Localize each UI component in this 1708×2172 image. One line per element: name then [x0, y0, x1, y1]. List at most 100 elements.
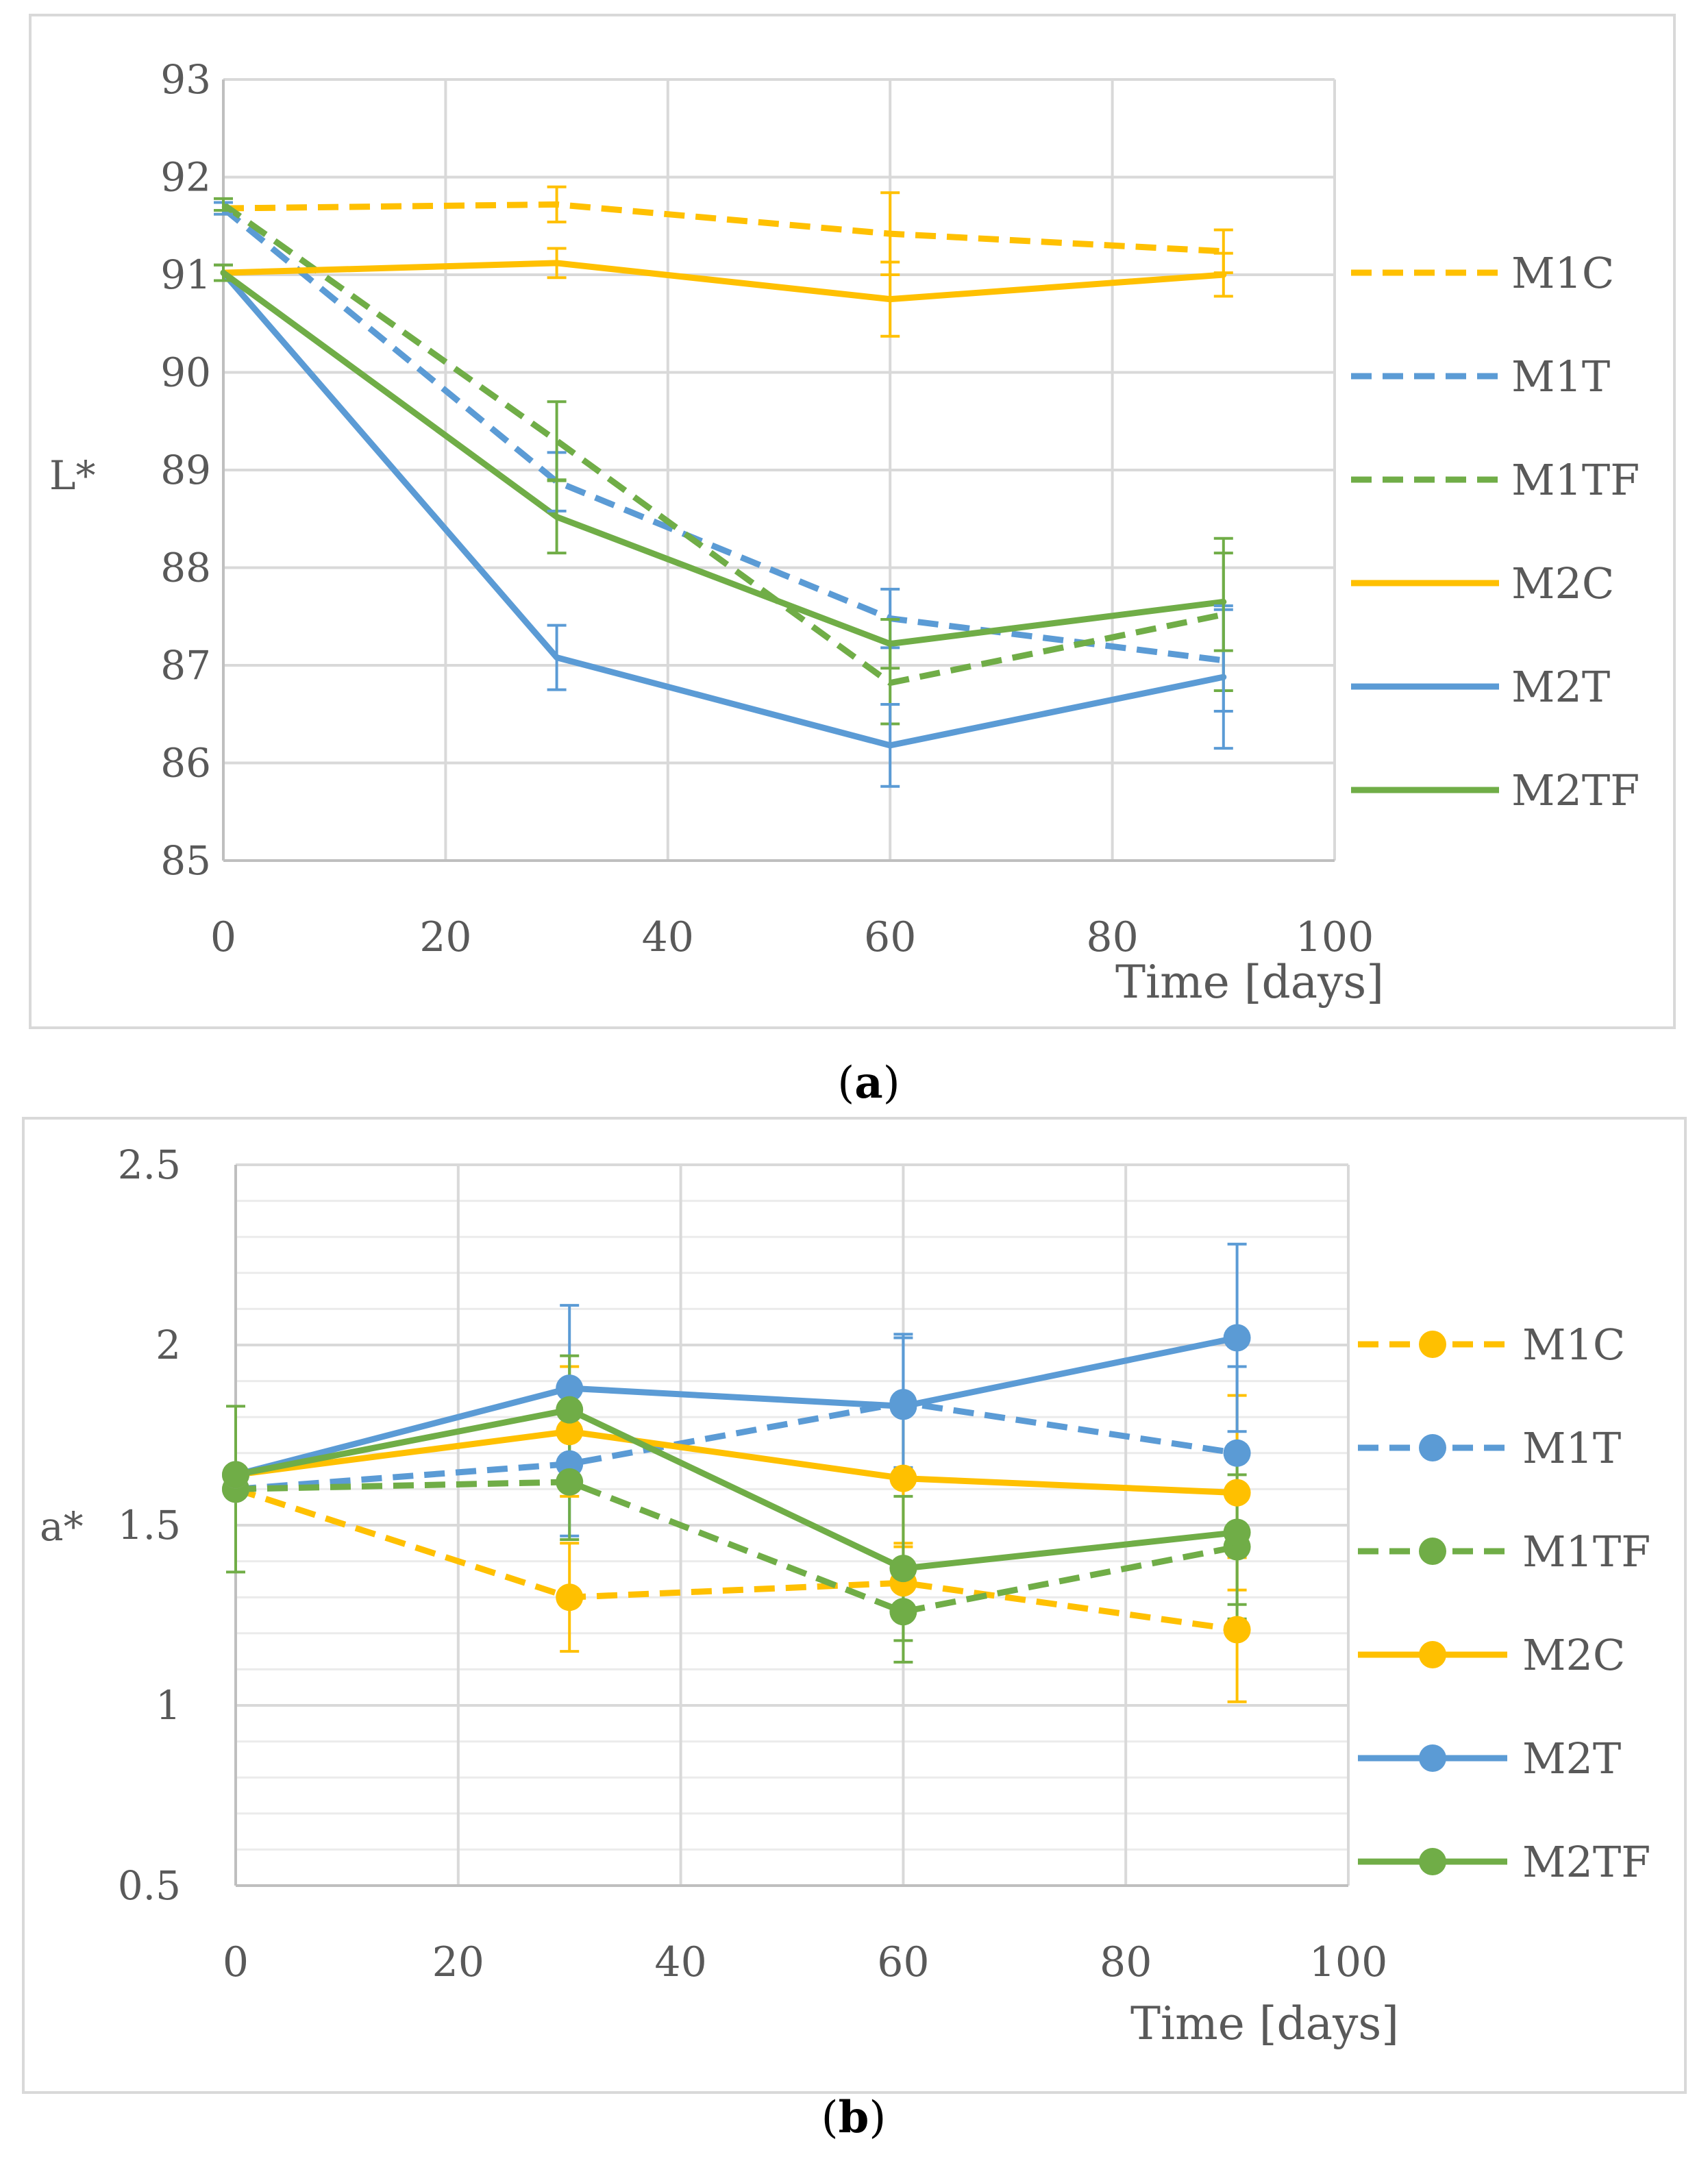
data-point-m1tf	[556, 1468, 584, 1496]
y-tick-label: 1.5	[118, 1502, 181, 1548]
panel-b-gridlines	[236, 1163, 1350, 1886]
legend-label: M1T	[1511, 351, 1610, 402]
panel-a-y-axis-title: L*	[49, 452, 96, 499]
panel-b-legend: M1C M1T M1TF M2C M2T M2TF	[1358, 1320, 1650, 1887]
data-point-m1c	[1223, 1616, 1251, 1644]
data-point-m1c	[556, 1583, 584, 1612]
legend-entry-m2t: M2T	[1351, 662, 1610, 712]
y-tick-label: 2	[156, 1322, 181, 1368]
series-line-m1c	[223, 201, 1224, 255]
x-tick-label: 80	[1100, 1938, 1152, 1986]
y-tick-label: 1	[156, 1682, 181, 1729]
legend-entry-m2c: M2C	[1358, 1630, 1625, 1680]
series-line-m2c	[232, 1428, 1241, 1496]
data-point-m2tf	[889, 1555, 917, 1583]
x-tick-label: 60	[864, 913, 916, 961]
data-point-m1t	[1223, 1439, 1251, 1467]
data-point-m2t	[1223, 1324, 1251, 1352]
x-tick-label: 40	[654, 1938, 706, 1986]
legend-label: M2TF	[1511, 765, 1639, 815]
panel-b-y-tick-labels: 0.5 1 1.5 2 2.5	[118, 1141, 181, 1909]
series-line-m2tf	[232, 1407, 1241, 1572]
legend-marker	[1419, 1331, 1446, 1358]
panel-a-y-tick-labels: 85 86 87 88 89 90 91 92 93	[160, 56, 211, 884]
legend-label: M1C	[1511, 248, 1614, 298]
error-bar-m2tf	[880, 618, 900, 670]
data-point-m2c	[1223, 1479, 1251, 1507]
y-tick-label: 85	[160, 837, 211, 884]
x-tick-label: 60	[877, 1938, 929, 1986]
legend-label: M2C	[1511, 558, 1614, 608]
legend-label: M2T	[1511, 662, 1610, 712]
y-tick-label: 92	[160, 154, 211, 201]
legend-entry-m1tf: M1TF	[1351, 455, 1639, 505]
y-tick-label: 93	[160, 56, 211, 103]
series-line-m1t	[235, 1399, 1238, 1492]
legend-label: M1TF	[1511, 455, 1639, 505]
x-tick-label: 40	[642, 913, 694, 961]
x-tick-label: 20	[419, 913, 471, 961]
legend-entry-m1c: M1C	[1358, 1320, 1625, 1370]
legend-marker	[1419, 1744, 1446, 1772]
series-line-m1tf	[221, 201, 1224, 687]
legend-label: M1C	[1522, 1320, 1625, 1370]
error-bar-m1c	[547, 185, 567, 224]
series-line-m1c	[234, 1486, 1238, 1633]
panel-a-x-axis-title: Time [days]	[1115, 956, 1384, 1009]
panel-b-caption: (b)	[821, 2092, 887, 2143]
legend-label: M1TF	[1522, 1527, 1650, 1577]
data-point-m2t	[556, 1374, 584, 1403]
panel-a-legend: M1C M1T M1TF M2C M2T M2TF	[1351, 248, 1639, 815]
y-tick-label: 90	[160, 349, 211, 396]
legend-marker	[1419, 1641, 1446, 1668]
error-bar-m2t	[547, 624, 567, 691]
data-point-m2c	[889, 1464, 917, 1492]
x-tick-label: 100	[1296, 913, 1374, 961]
y-tick-label: 89	[160, 447, 211, 493]
y-tick-label: 88	[160, 545, 211, 591]
error-bar-m2t	[880, 703, 900, 788]
legend-entry-m1c: M1C	[1351, 248, 1614, 298]
series-line-m1t	[221, 206, 1224, 664]
series-line-m2c	[220, 260, 1227, 303]
panel-b-x-tick-labels: 0 20 40 60 80 100	[223, 1938, 1387, 1986]
x-tick-label: 80	[1086, 913, 1138, 961]
panel-a-x-tick-labels: 0 20 40 60 80 100	[210, 913, 1374, 961]
series-line-m2t	[232, 1334, 1241, 1478]
data-point-m2t	[889, 1392, 917, 1420]
panel-b-y-axis-title: a*	[40, 1503, 84, 1550]
x-tick-label: 0	[223, 1938, 249, 1986]
legend-entry-m2tf: M2TF	[1358, 1837, 1650, 1887]
error-bar-m2tf	[547, 479, 567, 555]
y-tick-label: 2.5	[118, 1141, 181, 1188]
series-line-m2tf	[220, 269, 1227, 647]
legend-label: M2TF	[1522, 1837, 1650, 1887]
x-tick-label: 20	[432, 1938, 484, 1986]
error-bar-m2c	[547, 247, 567, 280]
series-line-m2t	[220, 269, 1227, 749]
error-bar-m2c	[880, 260, 900, 338]
data-point-m1tf	[889, 1598, 917, 1626]
data-point-m2tf	[556, 1396, 584, 1424]
legend-entry-m2c: M2C	[1351, 558, 1614, 608]
panel-a-frame	[29, 14, 1676, 1029]
panel-b: 0 20 40 60 80 100 0.511.522.5 a* Time [days] …	[22, 1117, 1687, 2094]
legend-entry-m2tf: M2TF	[1351, 765, 1639, 815]
legend-label: M2T	[1522, 1733, 1621, 1784]
legend-entry-m2t: M2T	[1358, 1733, 1621, 1784]
panel-b-x-axis-title: Time [days]	[1130, 1997, 1399, 2050]
error-bar-m1tf	[214, 197, 233, 212]
panel-b-markers	[222, 1324, 1251, 1644]
x-tick-label: 0	[210, 913, 236, 961]
panel-a-series	[220, 201, 1227, 749]
y-tick-label: 86	[160, 740, 211, 787]
y-tick-label: 91	[160, 251, 211, 298]
panel-a-caption: (a)	[837, 1057, 900, 1109]
error-bar-m2tf	[1213, 552, 1233, 652]
legend-entry-m1t: M1T	[1358, 1423, 1621, 1473]
y-tick-label: 0.5	[118, 1862, 181, 1909]
legend-entry-m1tf: M1TF	[1358, 1527, 1650, 1577]
panel-a: 0 20 40 60 80 100 85 86 87 88 89 90 91 92 93 L* Time …	[29, 14, 1676, 1029]
legend-entry-m1t: M1T	[1351, 351, 1610, 402]
data-point-m2tf	[1223, 1518, 1251, 1546]
